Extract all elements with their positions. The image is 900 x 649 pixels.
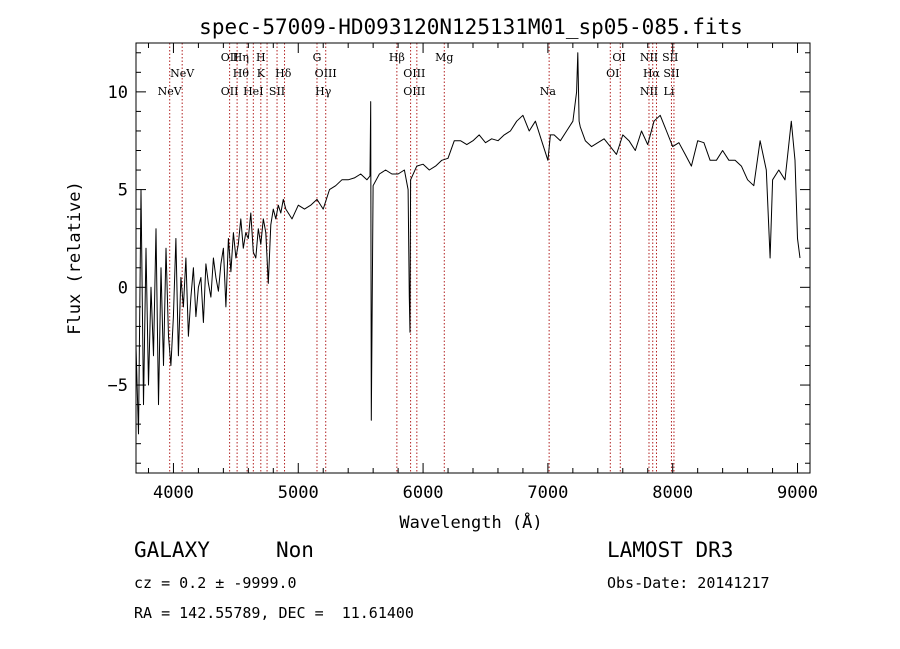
line-label-14: Hβ (389, 51, 405, 64)
line-label-10: Hδ (275, 67, 292, 80)
y-tick-label-0: 0 (118, 278, 128, 298)
spectral-line-markers (169, 43, 675, 473)
chart-title: spec-57009-HD093120N125131M01_sp05-085.f… (199, 15, 743, 39)
line-label-6: HeI (243, 85, 263, 98)
series-layer (135, 52, 801, 435)
object-class: GALAXY (134, 538, 210, 562)
y-tick-label-10: 10 (108, 83, 128, 103)
line-label-22: SII (662, 51, 678, 64)
y-axis-label: Flux (relative) (65, 181, 85, 335)
line-label-0: NeV (158, 85, 183, 98)
line-label-1: NeV (170, 67, 195, 80)
line-label-15: OIII (403, 67, 425, 80)
spectrum-series-0 (135, 52, 801, 435)
observation-date: Obs-Date: 20141217 (607, 574, 770, 592)
line-label-3: OII (221, 85, 239, 98)
line-label-9: SII (269, 85, 285, 98)
y-tick-label-5: 5 (118, 181, 128, 201)
line-label-23: Hα (643, 67, 661, 80)
line-label-20: OI (606, 67, 619, 80)
x-tick-label-7000: 7000 (527, 483, 568, 503)
line-label-17: Mg (435, 51, 453, 64)
line-label-25: NII (640, 85, 658, 98)
x-tick-label-5000: 5000 (278, 483, 319, 503)
spectral-line-labels: NeVNeVOIIOIIHηHθHeIHKSIIHδGOIIIHγHβOIIIO… (158, 51, 680, 98)
line-label-19: OI (612, 51, 625, 64)
x-tick-label-4000: 4000 (153, 483, 194, 503)
line-label-4: Hη (233, 51, 249, 64)
coordinates: RA = 142.55789, DEC = 11.61400 (134, 604, 414, 622)
line-label-12: OIII (315, 67, 337, 80)
line-label-5: Hθ (233, 67, 250, 80)
line-label-8: K (257, 67, 266, 80)
object-subclass: Non (276, 538, 314, 562)
x-ticks: 4000 5000 6000 7000 8000 9000 (147, 43, 818, 503)
line-label-11: G (313, 51, 322, 64)
survey-name: LAMOST DR3 (607, 538, 734, 562)
x-axis-label: Wavelength (Å) (399, 511, 542, 533)
y-tick-label--5: −5 (108, 376, 128, 396)
line-label-24: SII (663, 67, 679, 80)
line-label-16: OIII (403, 85, 425, 98)
line-label-21: NII (640, 51, 658, 64)
line-label-26: Li (664, 85, 675, 98)
redshift-info: cz = 0.2 ± -9999.0 (134, 574, 297, 592)
x-tick-label-6000: 6000 (403, 483, 444, 503)
line-label-7: H (256, 51, 266, 64)
y-ticks: −5 0 5 10 (108, 52, 810, 464)
line-label-13: Hγ (315, 85, 332, 98)
line-label-2: OII (221, 51, 239, 64)
x-tick-label-8000: 8000 (652, 483, 693, 503)
x-tick-label-9000: 9000 (777, 483, 818, 503)
line-label-18: Na (540, 85, 557, 98)
